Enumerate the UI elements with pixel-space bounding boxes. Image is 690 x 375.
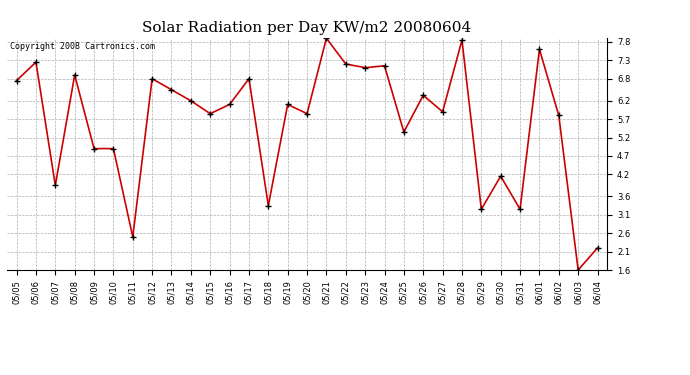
Title: Solar Radiation per Day KW/m2 20080604: Solar Radiation per Day KW/m2 20080604 (142, 21, 472, 35)
Text: Copyright 2008 Cartronics.com: Copyright 2008 Cartronics.com (10, 42, 155, 51)
